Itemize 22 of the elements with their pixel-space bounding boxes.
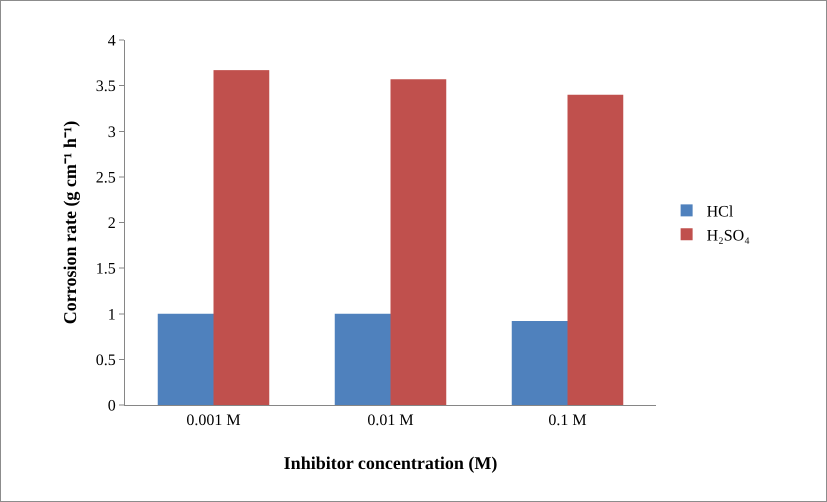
bar: [334, 314, 390, 405]
y-tick-label: 1.5: [96, 260, 116, 278]
legend-label: H₂SO₄: [706, 227, 750, 244]
bar: [158, 314, 214, 405]
y-tick-label: 2: [108, 215, 116, 232]
y-tick-label: 3.5: [96, 78, 116, 96]
y-tick-label: 3: [108, 124, 116, 141]
y-tick-label: 0: [108, 398, 116, 415]
y-tick-label: 0.5: [96, 352, 116, 369]
legend-label: HCl: [706, 204, 734, 221]
y-axis-title: Corrosion rate (g cm⁻¹ h⁻¹): [60, 120, 80, 324]
x-tick-label: 0.01 M: [367, 412, 414, 430]
x-tick-label: 0.001 M: [186, 412, 241, 430]
y-tick-label: 1: [108, 306, 116, 324]
x-tick-label: 0.1 M: [548, 412, 587, 430]
y-tick-label: 4: [108, 32, 116, 50]
bar: [512, 321, 568, 405]
x-axis-title: Inhibitor concentration (M): [284, 453, 498, 473]
bar: [390, 79, 446, 405]
y-tick-label: 2.5: [96, 169, 116, 186]
bar: [214, 70, 270, 405]
bar: [568, 94, 624, 405]
